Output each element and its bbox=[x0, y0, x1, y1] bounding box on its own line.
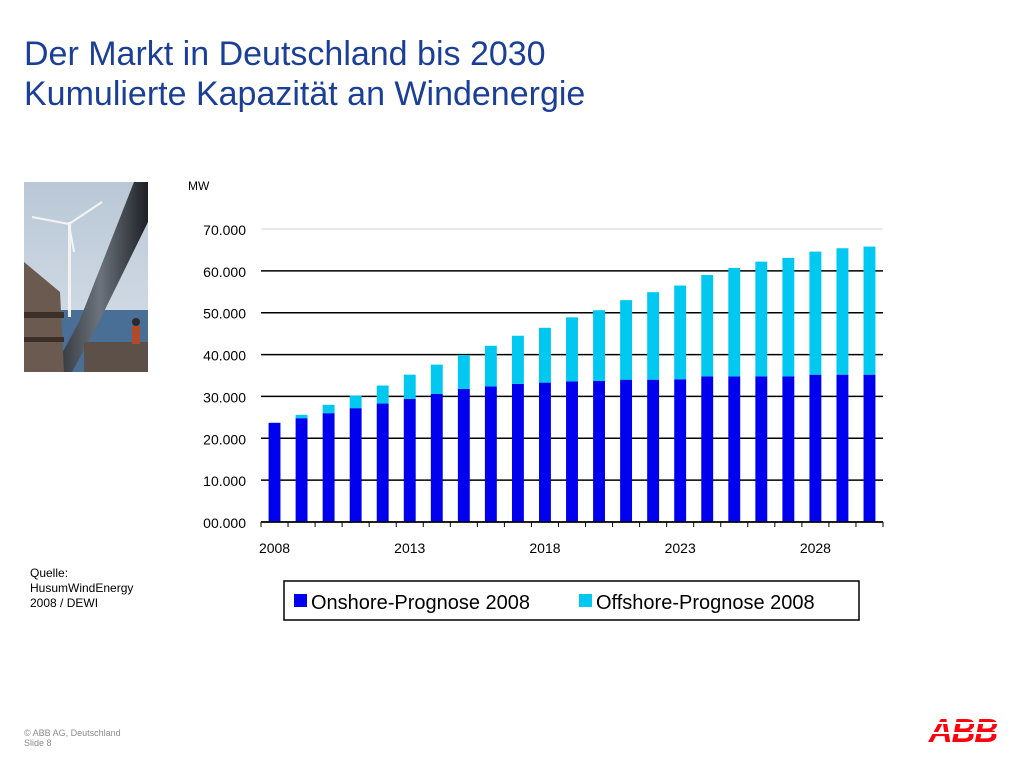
bar-offshore bbox=[836, 248, 849, 375]
legend-swatch-offshore bbox=[579, 594, 592, 607]
abb-logo: ABB bbox=[926, 712, 1000, 744]
legend-label-offshore: Offshore-Prognose 2008 bbox=[596, 592, 815, 614]
wind-turbine-photo bbox=[24, 182, 148, 372]
bar-onshore bbox=[295, 418, 308, 522]
legend-swatch-onshore bbox=[294, 594, 307, 607]
y-tick-label: 60.000 bbox=[203, 264, 246, 280]
bar-onshore bbox=[701, 376, 714, 522]
source-line-1: Quelle: bbox=[30, 566, 69, 580]
bar-offshore bbox=[674, 285, 687, 380]
bar-offshore bbox=[566, 317, 578, 382]
bar-onshore bbox=[782, 376, 795, 522]
bar-onshore bbox=[755, 376, 768, 522]
bar-onshore bbox=[349, 408, 362, 522]
bar-onshore bbox=[322, 413, 335, 522]
abb-logo-text: ABB bbox=[928, 712, 998, 744]
x-tick-label: 2023 bbox=[665, 540, 696, 556]
y-tick-label: 30.000 bbox=[203, 389, 246, 405]
bar-onshore bbox=[376, 403, 389, 522]
title-line-1: Der Markt in Deutschland bis 2030 bbox=[24, 35, 546, 73]
y-tick-label: 70.000 bbox=[203, 222, 246, 238]
bar-onshore bbox=[430, 393, 443, 522]
bar-offshore bbox=[511, 335, 524, 384]
bar-offshore bbox=[403, 374, 416, 399]
x-tick-label: 2018 bbox=[529, 540, 560, 556]
bar-onshore bbox=[268, 422, 281, 522]
bar-offshore bbox=[863, 246, 876, 375]
bar-offshore bbox=[430, 364, 443, 394]
bar-offshore bbox=[484, 345, 497, 387]
source-note: Quelle: HusumWindEnergy 2008 / DEWI bbox=[30, 566, 133, 611]
bar-onshore bbox=[728, 376, 741, 522]
bar-onshore bbox=[566, 381, 578, 522]
bar-onshore bbox=[674, 379, 687, 522]
bar-offshore bbox=[809, 251, 822, 375]
y-tick-label: 10.000 bbox=[203, 473, 246, 489]
source-line-2: HusumWindEnergy bbox=[30, 581, 134, 595]
bar-offshore bbox=[349, 395, 362, 409]
bar-onshore bbox=[809, 374, 822, 522]
x-tick-label: 2008 bbox=[259, 540, 290, 556]
bar-onshore bbox=[484, 386, 497, 522]
footer-copyright: © ABB AG, Deutschland bbox=[24, 728, 121, 738]
footer-slide-number: Slide 8 bbox=[24, 738, 52, 748]
bar-offshore bbox=[457, 354, 470, 389]
bar-offshore bbox=[322, 404, 335, 414]
x-tick-label: 2028 bbox=[800, 540, 831, 556]
bar-onshore bbox=[647, 379, 660, 522]
bar-offshore bbox=[647, 292, 660, 380]
bar-onshore bbox=[836, 374, 849, 522]
bar-offshore bbox=[782, 257, 795, 377]
y-unit-label: MW bbox=[188, 179, 210, 193]
bar-onshore bbox=[457, 388, 470, 522]
y-tick-label: 50.000 bbox=[203, 306, 246, 322]
y-tick-label: 40.000 bbox=[203, 348, 246, 364]
bar-onshore bbox=[863, 374, 876, 522]
source-line-3: 2008 / DEWI bbox=[30, 596, 99, 610]
bar-offshore bbox=[755, 261, 768, 377]
footer: © ABB AG, Deutschland Slide 8 bbox=[24, 728, 121, 748]
legend-label-onshore: Onshore-Prognose 2008 bbox=[311, 592, 530, 614]
bar-onshore bbox=[403, 398, 416, 522]
y-tick-label: 00.000 bbox=[203, 515, 246, 531]
y-tick-label: 20.000 bbox=[203, 431, 246, 447]
x-tick-label: 2013 bbox=[394, 540, 425, 556]
slide-title: Der Markt in Deutschland bis 2030 Kumuli… bbox=[24, 34, 585, 114]
bar-onshore bbox=[620, 379, 633, 522]
bar-offshore bbox=[539, 327, 551, 383]
chart-legend: Onshore-Prognose 2008 Offshore-Prognose … bbox=[283, 580, 860, 621]
bar-offshore bbox=[620, 300, 633, 380]
title-line-2: Kumulierte Kapazität an Windenergie bbox=[24, 75, 586, 113]
bar-offshore bbox=[701, 275, 714, 377]
bar-onshore bbox=[593, 380, 605, 522]
bar-offshore bbox=[376, 385, 389, 404]
bar-onshore bbox=[511, 383, 524, 522]
bar-offshore bbox=[593, 310, 605, 381]
bar-offshore bbox=[295, 414, 308, 419]
bar-onshore bbox=[539, 382, 551, 522]
bar-offshore bbox=[728, 267, 741, 377]
